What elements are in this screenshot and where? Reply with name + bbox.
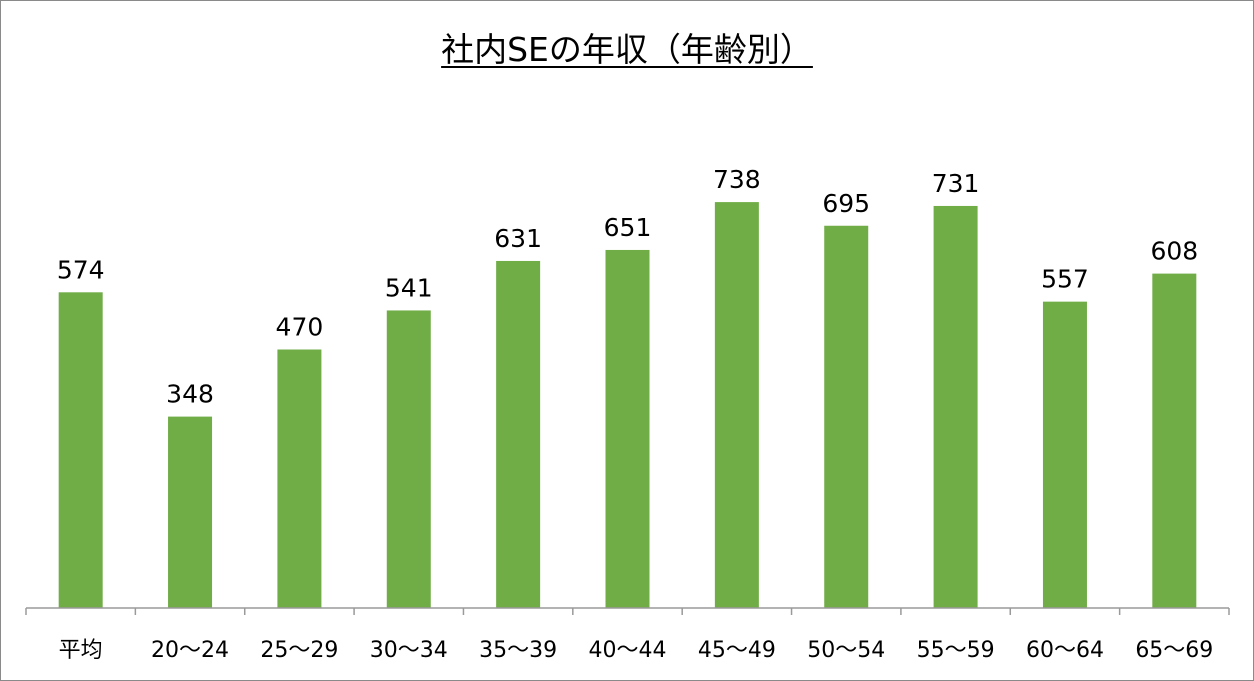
category-label-0: 平均 <box>59 638 103 663</box>
bar-5 <box>605 249 650 608</box>
category-label-9: 60〜64 <box>1026 638 1104 663</box>
bar-1 <box>168 416 213 608</box>
data-label-6: 738 <box>713 165 761 194</box>
category-label-10: 65〜69 <box>1135 638 1213 663</box>
bar-10 <box>1152 273 1197 608</box>
data-labels-layer: 574 348 470 541 631 651 738 695 731 557 608 <box>57 165 1198 409</box>
data-label-8: 731 <box>932 169 980 198</box>
data-label-9: 557 <box>1041 265 1089 294</box>
category-label-6: 45〜49 <box>698 638 776 663</box>
bar-0 <box>58 292 103 608</box>
data-label-1: 348 <box>166 380 214 409</box>
bar-2 <box>277 349 322 608</box>
chart-title: 社内SEの年収（年齢別） <box>441 30 813 69</box>
bar-7 <box>824 225 869 608</box>
category-label-2: 25〜29 <box>260 638 338 663</box>
data-label-7: 695 <box>822 189 870 218</box>
bar-6 <box>714 202 759 608</box>
data-label-3: 541 <box>385 273 433 302</box>
data-label-4: 631 <box>494 224 542 253</box>
category-label-1: 20〜24 <box>151 638 229 663</box>
category-label-3: 30〜34 <box>370 638 448 663</box>
category-label-4: 35〜39 <box>479 638 557 663</box>
data-label-2: 470 <box>276 313 324 342</box>
bar-3 <box>386 310 431 608</box>
category-label-5: 40〜44 <box>589 638 667 663</box>
bar-8 <box>933 205 978 608</box>
bar-4 <box>496 260 541 608</box>
category-label-8: 55〜59 <box>917 638 995 663</box>
x-axis: 平均 20〜24 25〜29 30〜34 35〜39 40〜44 45〜49 50〜54 55〜… <box>25 607 1230 663</box>
data-label-10: 608 <box>1150 237 1198 266</box>
data-label-5: 651 <box>604 213 652 242</box>
data-label-0: 574 <box>57 255 105 284</box>
bar-9 <box>1042 301 1087 608</box>
category-label-7: 50〜54 <box>807 638 885 663</box>
bars-layer <box>58 202 1197 608</box>
